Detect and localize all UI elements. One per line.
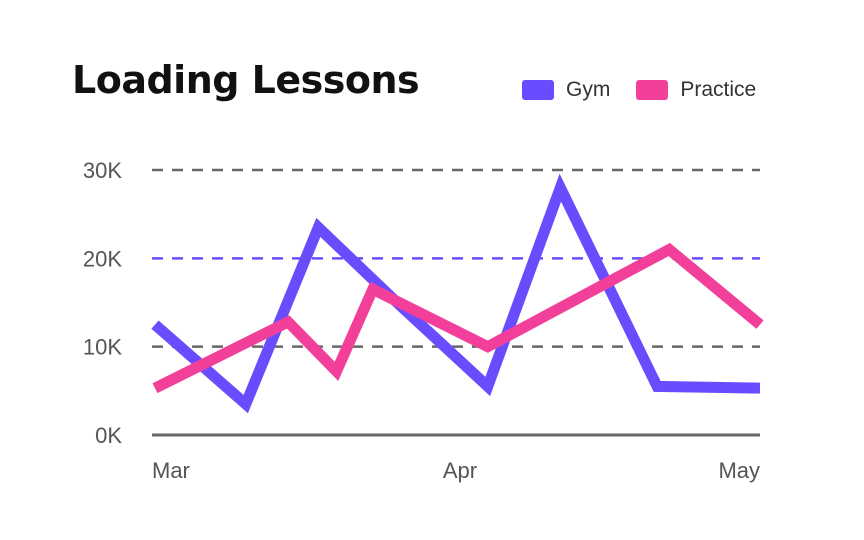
legend-label-practice: Practice: [680, 78, 757, 101]
legend-swatch-practice: [636, 80, 669, 100]
x-tick-label: Mar: [152, 458, 190, 483]
chart-title: Loading Lessons: [72, 58, 420, 102]
y-tick-label: 0K: [95, 423, 122, 448]
series-line-practice: [152, 242, 764, 394]
x-tick-label: May: [718, 458, 760, 483]
y-tick-label: 10K: [83, 335, 122, 360]
y-tick-label: 30K: [83, 158, 122, 183]
x-tick-label: Apr: [443, 458, 477, 483]
series-line-gym: [151, 173, 761, 414]
chart-legend: Gym Practice: [522, 78, 782, 102]
y-tick-label: 20K: [83, 246, 122, 271]
legend-item-gym: Gym: [522, 78, 610, 102]
legend-label-gym: Gym: [566, 78, 611, 101]
legend-item-practice: Practice: [636, 78, 756, 102]
legend-swatch-gym: [522, 80, 554, 100]
